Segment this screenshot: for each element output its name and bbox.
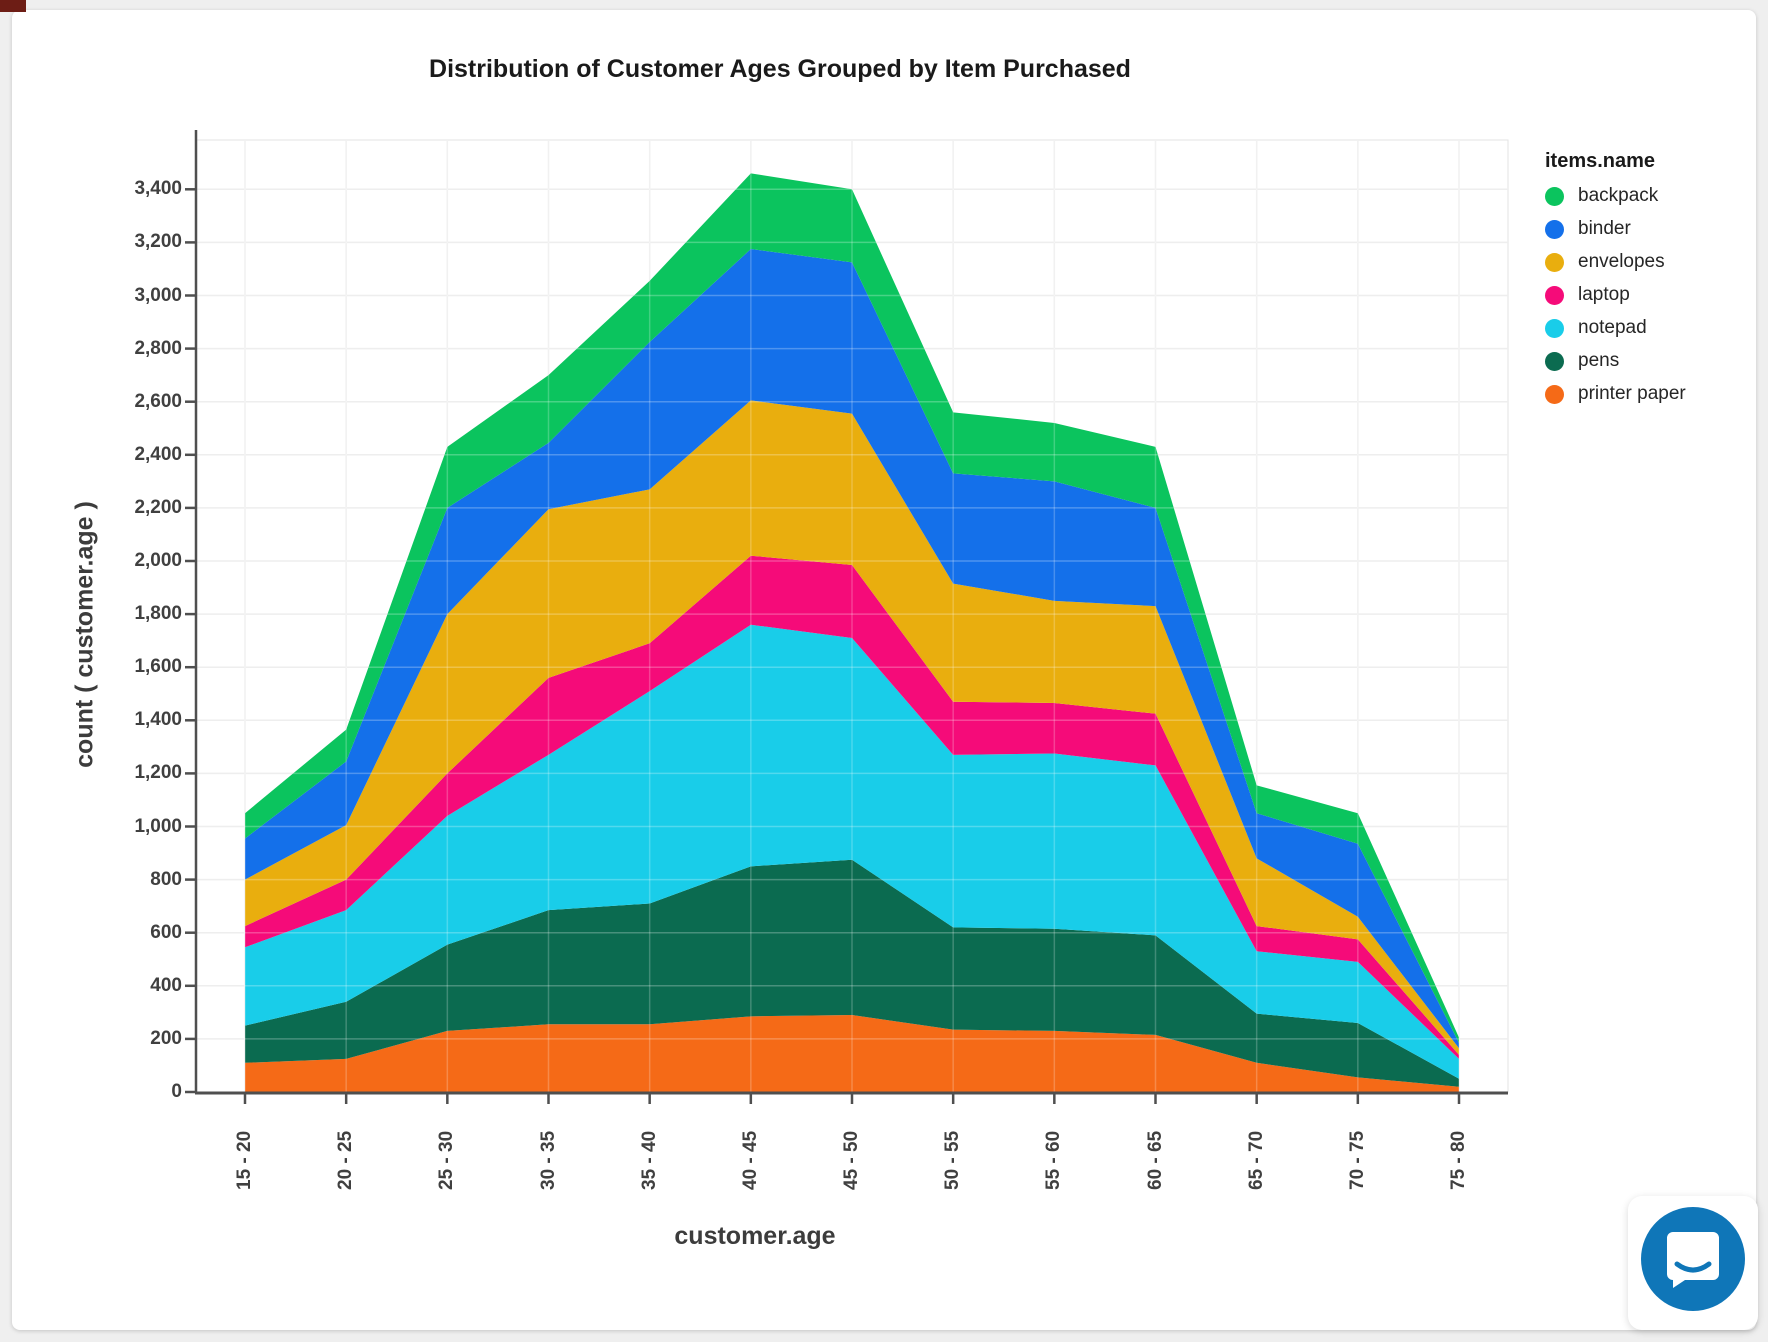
legend-item-label: printer paper [1578,383,1686,404]
y-tick-label: 3,400 [134,178,182,200]
x-tick-label: 55 - 60 [1043,1130,1065,1190]
legend-item-label: laptop [1578,284,1630,305]
legend-item-label: binder [1578,218,1631,239]
legend-color-dot [1545,285,1564,305]
y-tick-label: 2,000 [134,550,182,571]
y-tick-label: 2,600 [134,390,182,412]
chat-bubble-smile-icon [1667,1232,1719,1288]
y-tick-label: 1,800 [134,603,182,625]
chart-title: Distribution of Customer Ages Grouped by… [429,55,1131,83]
y-tick-label: 3,200 [134,231,182,253]
x-tick-label: 20 - 25 [335,1130,357,1190]
y-tick-label: 1,200 [134,762,182,784]
legend-item-label: notepad [1578,317,1647,338]
legend-item-envelopes[interactable]: envelopes [1545,251,1755,273]
legend-color-dot [1545,384,1564,404]
x-tick-label: 40 - 45 [739,1130,761,1190]
x-tick-label: 35 - 40 [638,1130,660,1190]
y-tick-label: 3,000 [134,284,182,306]
screen-corner-artifact [0,0,26,12]
y-tick-label: 1,000 [134,815,182,837]
x-tick-label: 65 - 70 [1245,1130,1267,1190]
legend-item-pens[interactable]: pens [1545,350,1755,372]
x-tick-label: 45 - 50 [841,1130,862,1190]
legend-item-backpack[interactable]: backpack [1545,185,1755,207]
legend-item-laptop[interactable]: laptop [1545,284,1755,306]
x-tick-label: 70 - 75 [1346,1130,1368,1190]
legend-item-binder[interactable]: binder [1545,218,1755,240]
legend-item-printer-paper[interactable]: printer paper [1545,383,1755,405]
legend-item-label: envelopes [1578,251,1665,272]
area-series-backpack[interactable] [245,173,1459,1043]
y-tick-label: 600 [150,921,182,943]
legend-color-dot [1545,252,1564,272]
legend-item-notepad[interactable]: notepad [1545,317,1755,339]
x-tick-label: 25 - 30 [436,1130,458,1190]
chart-legend: items.name backpack binder envelopes laptop… [1545,150,1755,416]
y-tick-label: 800 [150,868,182,890]
chat-launcher-button[interactable] [1641,1207,1745,1311]
area-series-notepad[interactable] [245,624,1459,1079]
x-tick-label: 50 - 55 [942,1130,964,1190]
area-series-binder[interactable] [245,249,1459,1049]
legend-item-label: backpack [1578,185,1659,206]
y-tick-label: 2,400 [134,443,182,465]
legend-title: items.name [1545,150,1656,172]
y-tick-label: 1,600 [134,656,182,678]
x-axis-title: customer.age [674,1222,836,1250]
y-tick-label: 400 [150,974,182,996]
area-series-envelopes[interactable] [245,400,1459,1055]
y-tick-label: 2,200 [134,496,182,518]
legend-color-dot [1545,318,1564,338]
chat-widget-card [1628,1196,1758,1330]
x-tick-label: 30 - 35 [537,1130,559,1190]
x-tick-label: 60 - 65 [1144,1130,1166,1190]
area-series-pens[interactable] [245,859,1459,1087]
y-tick-label: 0 [171,1081,182,1102]
legend-color-dot [1545,186,1564,206]
y-tick-label: 1,400 [134,709,182,731]
legend-item-label: pens [1578,350,1620,371]
x-tick-label: 15 - 20 [234,1130,255,1190]
area-series-laptop[interactable] [245,555,1459,1059]
y-tick-label: 200 [150,1027,182,1049]
area-series-printer-paper[interactable] [245,1015,1459,1092]
y-tick-label: 2,800 [134,337,182,359]
legend-color-dot [1545,219,1564,239]
legend-color-dot [1545,351,1564,371]
x-tick-label: 75 - 80 [1448,1130,1469,1190]
